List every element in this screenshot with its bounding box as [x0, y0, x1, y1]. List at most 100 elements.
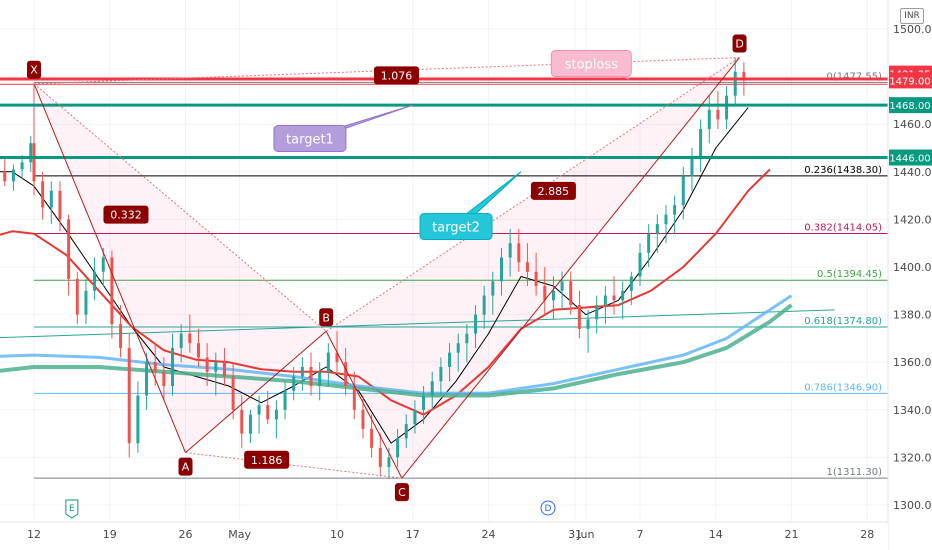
candle-body	[543, 286, 547, 301]
candle-body	[188, 333, 192, 344]
candle-body	[621, 290, 625, 301]
price-tag: 1479.00	[889, 72, 932, 89]
event-badge-d: D	[540, 500, 556, 516]
candle-body	[517, 243, 521, 263]
callout-label: stoploss	[565, 58, 618, 73]
candle-body	[474, 314, 478, 334]
callout-stoploss: stoploss	[550, 50, 632, 80]
candle-body	[638, 252, 642, 277]
candle-body	[422, 395, 426, 410]
candle-body	[300, 366, 304, 377]
time-tick-label: 7	[637, 528, 644, 541]
candle-body	[456, 343, 460, 353]
candle-body	[577, 305, 581, 329]
candles[interactable]	[0, 57, 746, 479]
price-tag-box	[889, 149, 932, 166]
time-tick-label: 14	[709, 528, 723, 541]
candle-body	[655, 224, 659, 234]
candle-body	[534, 271, 538, 287]
pattern-point-c: C	[394, 483, 409, 502]
candle-body	[32, 143, 36, 182]
candle-body	[664, 214, 668, 225]
pattern-connector	[185, 452, 402, 479]
candle-body	[647, 233, 651, 253]
candle-body	[93, 271, 97, 291]
candle-body	[699, 128, 703, 158]
candle-body	[222, 362, 226, 377]
candle-body	[725, 95, 729, 120]
time-tick-label: 10	[330, 528, 344, 541]
candle-body	[595, 305, 599, 320]
candle-body	[335, 352, 339, 363]
harmonic-pattern-fill	[34, 57, 740, 479]
candle-body	[448, 352, 452, 367]
pattern-point-d: D	[732, 34, 747, 53]
candle-body	[153, 362, 157, 372]
callouts[interactable]: stoploss target1 target2	[273, 50, 632, 241]
event-badge-shape	[540, 500, 556, 516]
pattern-ratio-box	[103, 205, 149, 224]
candle-body	[716, 109, 720, 120]
pattern-ratio: 1.076	[374, 66, 420, 85]
price-tag: 1446.00	[889, 149, 932, 166]
candle-body	[3, 171, 7, 182]
candle-body	[439, 366, 443, 382]
time-tick-label: 17	[406, 528, 420, 541]
moving-average-line	[0, 168, 771, 416]
candle-body	[11, 169, 15, 182]
candle-body	[707, 109, 711, 129]
event-badge-e: E	[65, 499, 79, 519]
pattern-point-box	[319, 308, 334, 327]
candle-body	[283, 390, 287, 410]
candle-body	[205, 357, 209, 372]
pattern-ratio: 2.885	[530, 181, 576, 200]
pattern-leg	[325, 331, 403, 479]
pattern-point-x: X	[27, 60, 41, 79]
fib-label: 0.618(1374.80)	[804, 316, 882, 327]
candle-body	[378, 447, 382, 467]
price-axis[interactable]: 1300.00 1320.00 1340.00 1360.00 1380.00 1400.…	[887, 0, 932, 550]
candle-body	[110, 257, 114, 325]
currency-label[interactable]: INR	[900, 8, 924, 24]
candle-body	[344, 362, 348, 386]
time-axis-bg	[0, 522, 888, 550]
candle-body	[361, 409, 365, 429]
candle-body	[171, 347, 175, 386]
candle-body	[370, 428, 374, 448]
pattern-point-label: D	[735, 38, 743, 51]
pattern-leg	[185, 330, 327, 454]
fib-retracement-levels: 0(1477.55) 0.236(1438.30) 0.382(1414.05) 0.…	[34, 71, 888, 479]
candle-body	[586, 319, 590, 329]
candle-body	[58, 190, 62, 220]
price-tag: 1468.00	[889, 97, 932, 114]
candle-body	[274, 409, 278, 420]
candle-body	[690, 157, 694, 177]
pattern-ratio-box	[530, 181, 576, 200]
candle-body	[266, 405, 270, 420]
pattern-point-box	[178, 457, 193, 476]
fib-label: 1(1311.30)	[826, 467, 882, 478]
pattern-connector	[325, 57, 740, 332]
moving-average-line	[0, 107, 749, 444]
pattern-ratio-label: 2.885	[538, 185, 570, 198]
event-badge-label: D	[545, 504, 552, 514]
candle-body	[318, 371, 322, 386]
candle-body	[404, 424, 408, 439]
trendline	[0, 309, 835, 339]
pattern-point-label: C	[398, 486, 406, 499]
price-tick-label: 1500.00	[893, 23, 932, 36]
price-tick-label: 1380.00	[893, 309, 932, 322]
moving-average-line	[0, 294, 793, 395]
price-tick-label: 1460.00	[893, 118, 932, 131]
price-tick-label: 1420.00	[893, 213, 932, 226]
horizontal-levels[interactable]	[0, 77, 888, 160]
price-tick-label: 1340.00	[893, 404, 932, 417]
time-tick-label: 21	[785, 528, 799, 541]
pattern-ratio-label: 1.186	[251, 454, 283, 467]
time-tick-label: 19	[103, 528, 117, 541]
harmonic-pattern[interactable]: X A B C D 0.332 1.186 2.885 1.076	[27, 34, 747, 502]
time-tick-label: 28	[860, 528, 874, 541]
